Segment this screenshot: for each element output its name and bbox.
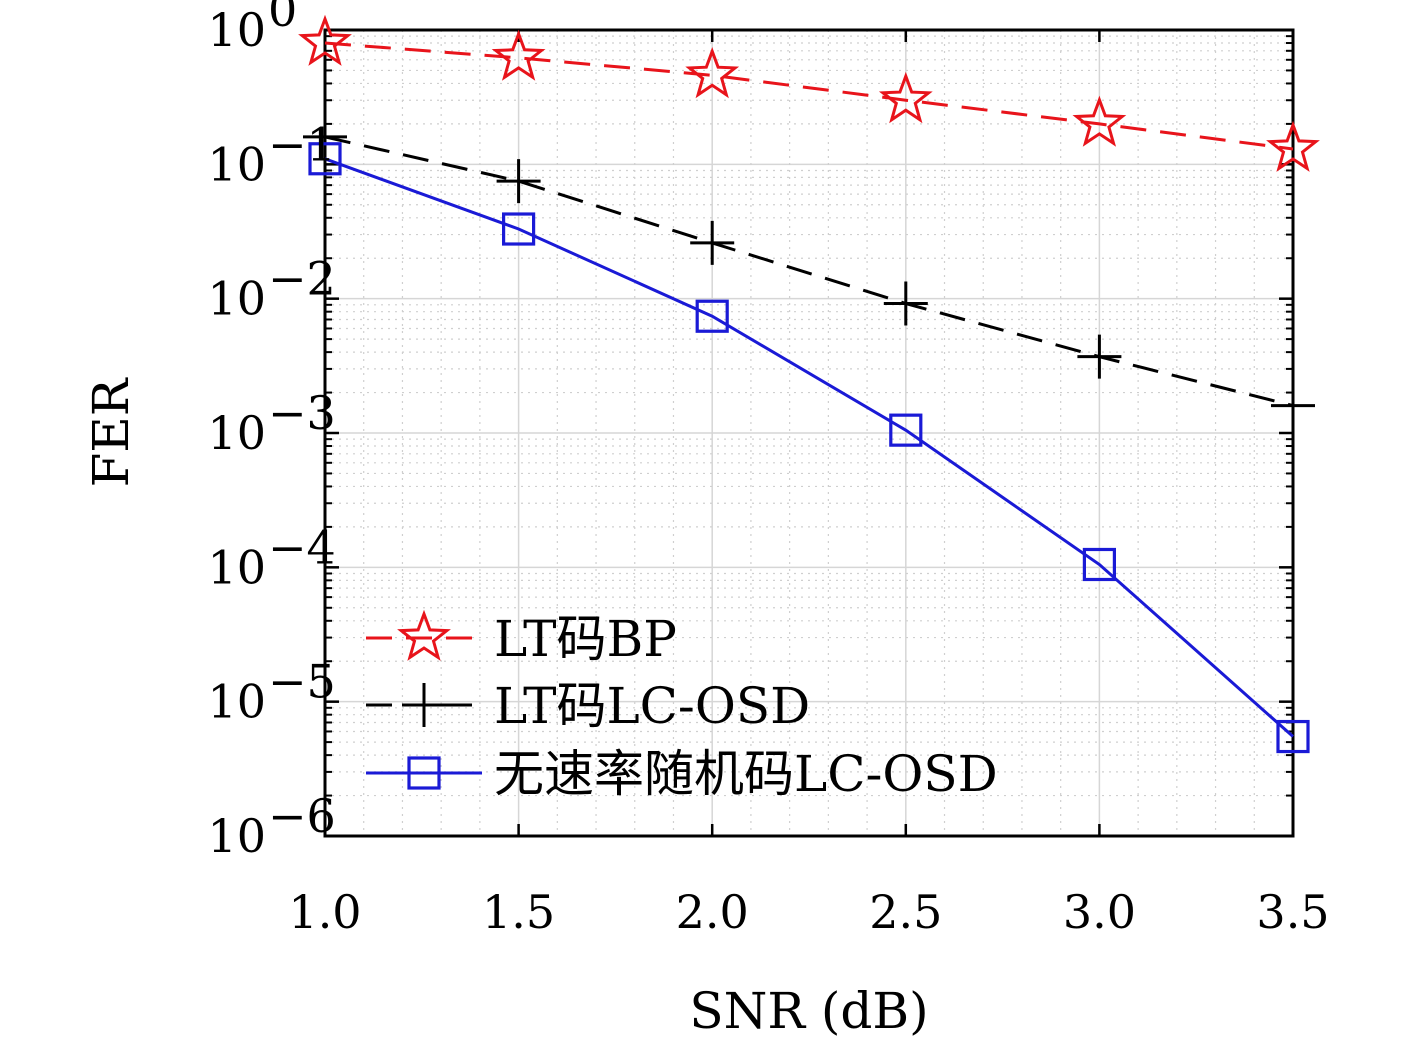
data-point	[883, 281, 928, 326]
x-tick-label: 3.5	[1256, 885, 1329, 939]
series-2	[303, 114, 1315, 428]
y-tick-label: 10	[207, 540, 266, 594]
y-tick-exponent: −3	[268, 386, 336, 440]
x-tick-label: 3.0	[1063, 885, 1136, 939]
y-tick-exponent: 0	[268, 0, 297, 37]
data-point	[303, 114, 347, 159]
x-tick-label: 2.5	[869, 885, 942, 939]
y-axis-title: FER	[82, 377, 140, 487]
series-1	[298, 14, 1320, 172]
data-point	[695, 299, 729, 333]
data-point	[1082, 547, 1117, 582]
x-tick-label: 2.0	[676, 885, 749, 939]
x-tick-labels: 1.0 1.5 2.0 2.5 3.0 3.5	[288, 885, 1329, 939]
data-point	[1077, 334, 1122, 379]
data-point	[1271, 383, 1315, 428]
legend-marker	[407, 756, 441, 790]
data-point	[889, 413, 923, 447]
series-line	[324, 41, 1294, 151]
y-tick-exponent: −1	[268, 117, 336, 171]
data-point	[502, 212, 536, 246]
series-3	[308, 142, 1310, 754]
y-tick-label: 10	[207, 406, 266, 460]
y-tick-label: 10	[207, 137, 266, 191]
data-point	[298, 14, 352, 66]
data-point	[878, 71, 933, 124]
series-layer	[298, 14, 1320, 754]
x-axis-title: SNR (dB)	[689, 982, 928, 1040]
y-tick-label: 10	[207, 675, 266, 729]
series-line	[324, 157, 1294, 738]
legend: LT码BP LT码LC-OSD 无速率随机码LC-OSD	[366, 609, 998, 803]
y-tick-label: 10	[207, 272, 266, 326]
data-point	[491, 29, 546, 81]
data-point	[1266, 120, 1320, 172]
data-point	[1072, 95, 1127, 147]
y-tick-label: 10	[207, 3, 266, 57]
legend-marker	[397, 609, 451, 661]
x-tick-label: 1.0	[288, 885, 361, 939]
data-point	[690, 220, 735, 265]
y-tick-exponent: −6	[268, 789, 336, 843]
legend-label: 无速率随机码LC-OSD	[494, 745, 998, 803]
y-tick-exponent: −2	[268, 252, 336, 306]
legend-label: LT码LC-OSD	[494, 677, 810, 735]
legend-label: LT码BP	[494, 610, 677, 668]
y-tick-label: 10	[207, 809, 266, 863]
y-tick-exponent: −4	[268, 520, 336, 574]
y-tick-exponent: −5	[268, 655, 336, 709]
data-point	[1276, 719, 1310, 754]
axis-ticks	[323, 28, 1295, 838]
series-line	[324, 135, 1294, 408]
x-tick-label: 1.5	[482, 885, 555, 939]
data-point	[308, 142, 342, 176]
data-point	[496, 159, 541, 204]
data-point	[685, 46, 740, 99]
legend-marker	[402, 683, 446, 727]
